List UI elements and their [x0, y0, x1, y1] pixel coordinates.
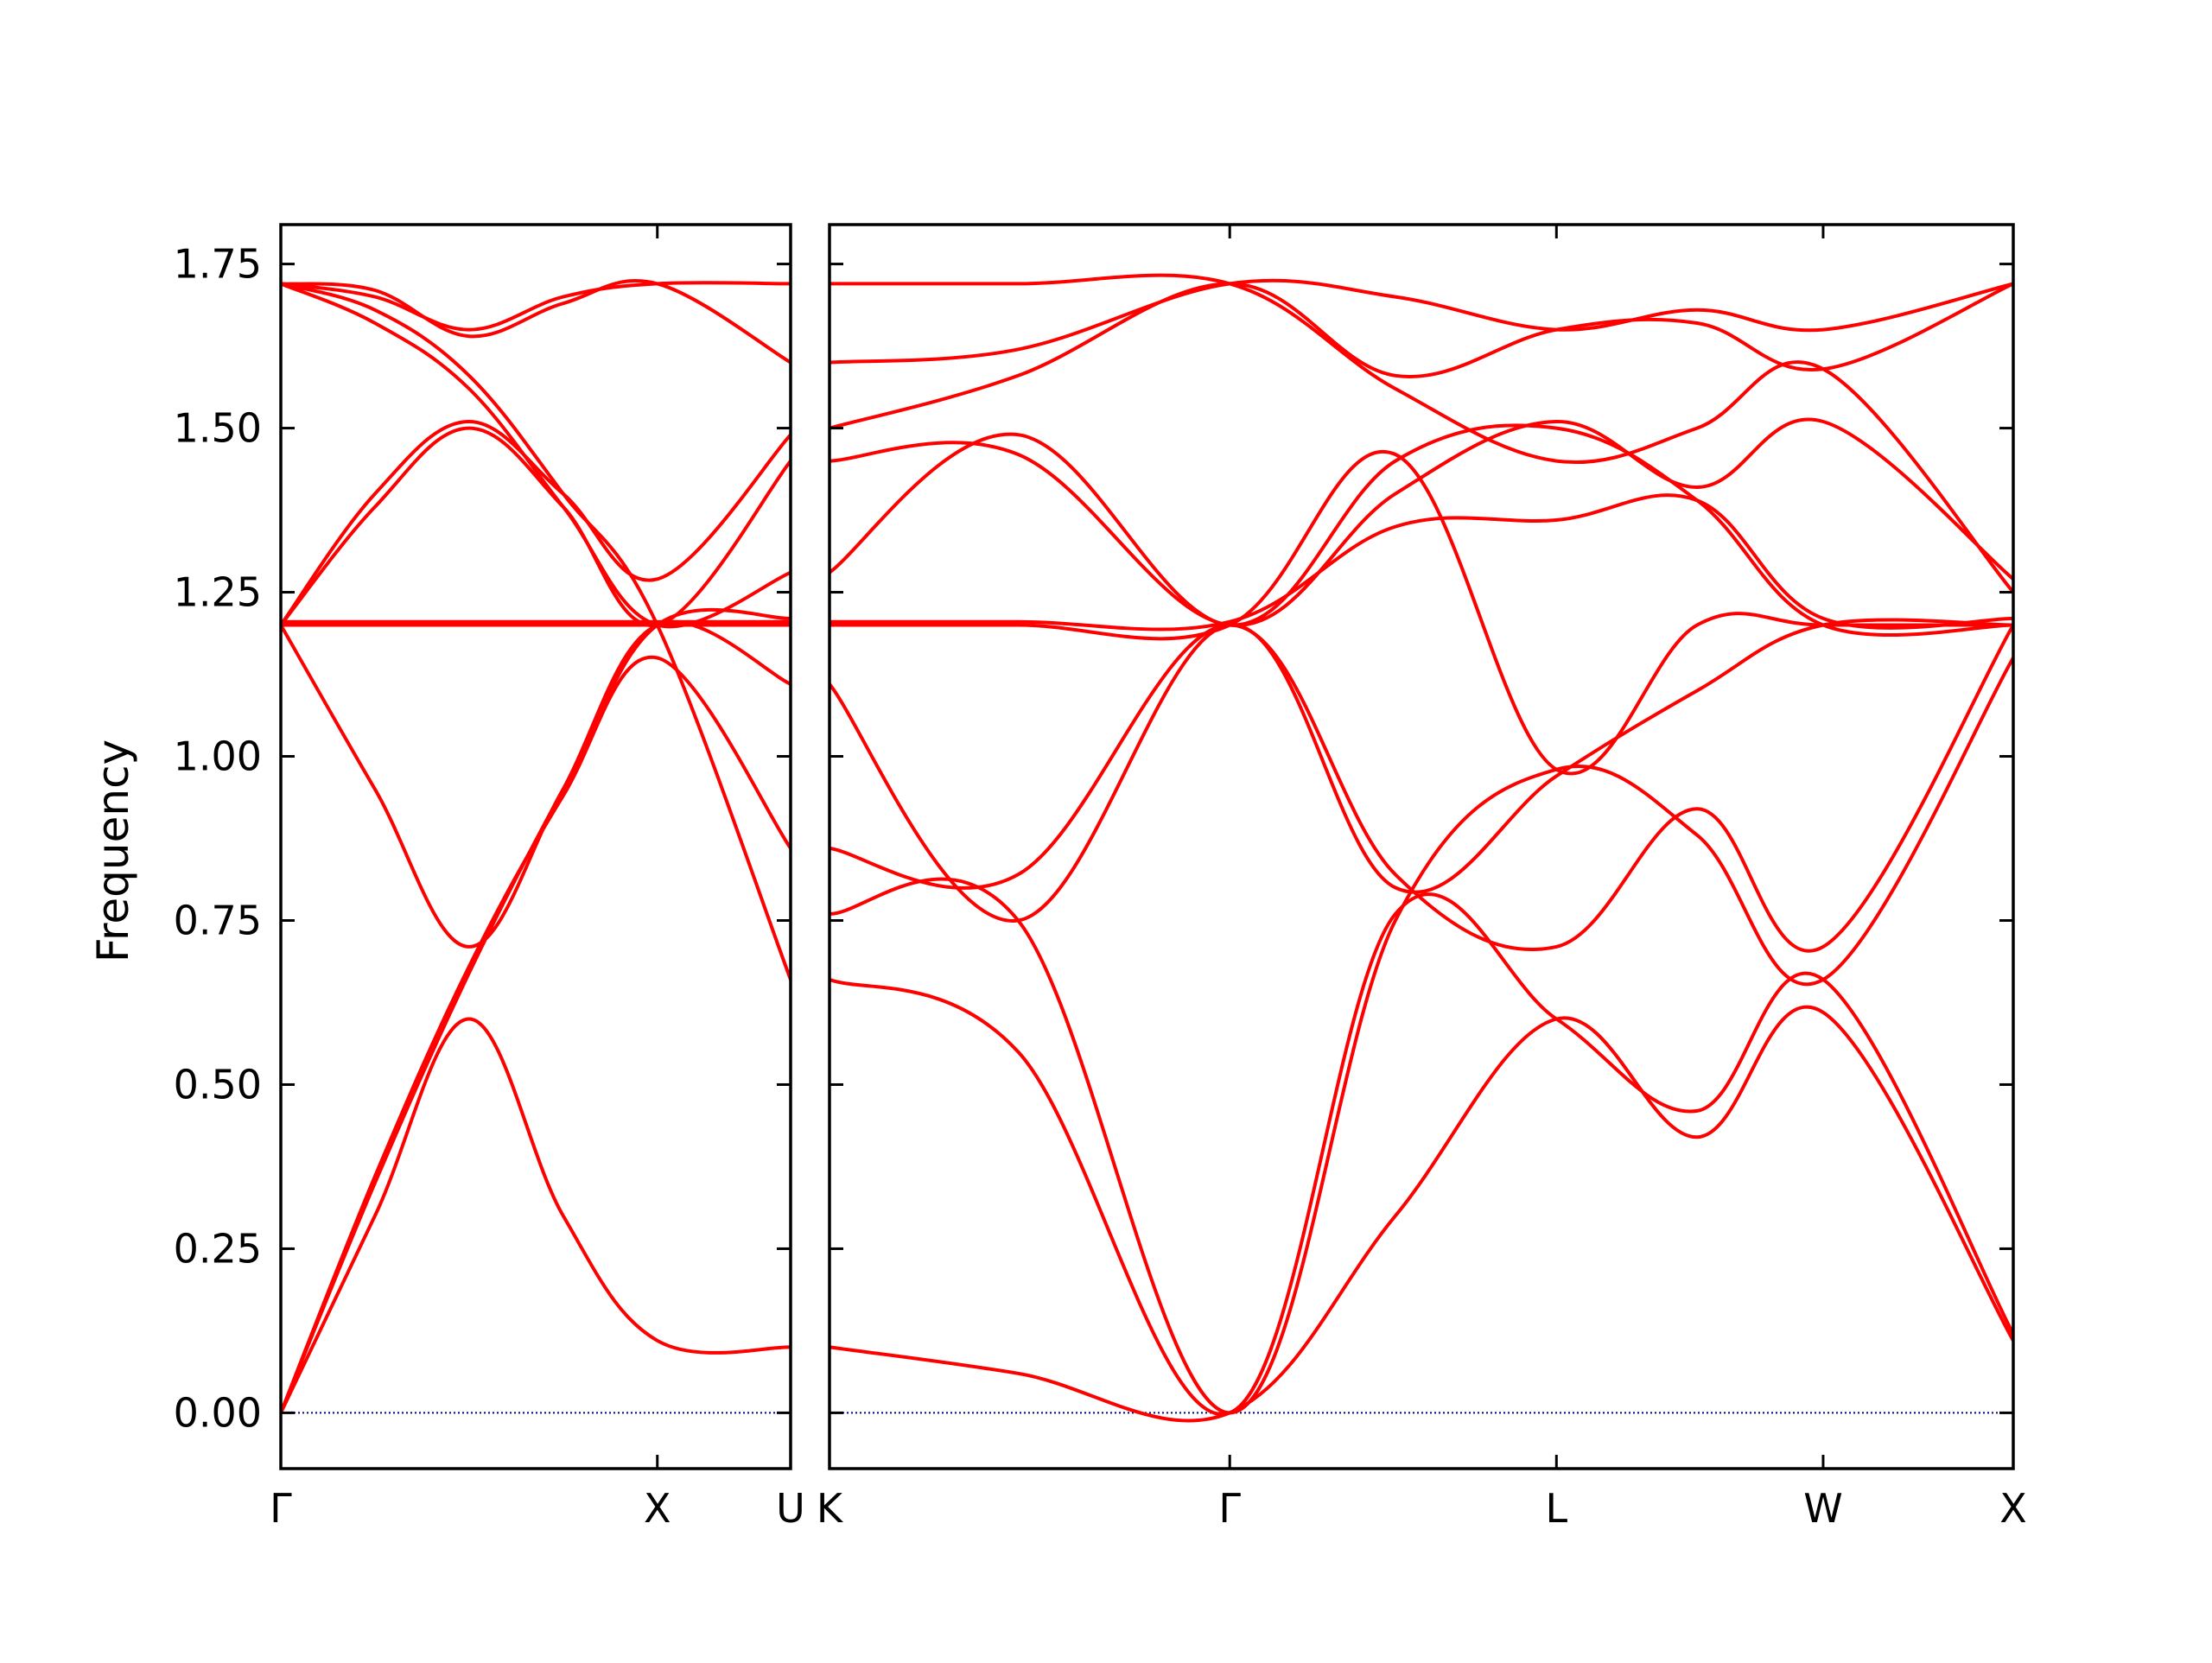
y-tick-label: 1.50 — [174, 405, 262, 452]
bands-group — [281, 279, 791, 1415]
band-line-6 — [830, 450, 2013, 776]
band-line-12 — [281, 279, 791, 365]
y-tick-label: 0.50 — [174, 1061, 262, 1108]
y-tick-label: 0.00 — [174, 1389, 262, 1436]
x-tick-label: Γ — [270, 1485, 292, 1532]
y-tick-label: 0.25 — [174, 1225, 262, 1272]
band-line-8 — [830, 417, 2013, 627]
band-line-8 — [281, 426, 791, 627]
y-tick-label: 1.25 — [174, 569, 262, 616]
band-line-1 — [281, 1017, 791, 1415]
x-tick-label: K — [817, 1485, 844, 1532]
band-line-9 — [281, 282, 791, 981]
panel-frame — [279, 223, 792, 1470]
x-tick-label-end: U — [776, 1485, 805, 1532]
band-line-1 — [830, 1005, 2013, 1423]
x-tick-label: Γ — [1218, 1485, 1241, 1532]
y-tick-label: 0.75 — [174, 897, 262, 943]
band-line-10 — [281, 281, 791, 332]
x-tick-label: X — [1999, 1485, 2027, 1532]
panel-1: 0.00 0.25 0.50 0.75 1.00 1.25 1.50 1.75 Γ X U — [174, 223, 805, 1532]
band-line-12 — [830, 423, 2013, 638]
band-line-4 — [830, 623, 2013, 953]
panel-frame — [828, 223, 2015, 1470]
band-line-5 — [830, 618, 2013, 923]
x-tick-label: X — [644, 1485, 671, 1532]
band-line-3 — [830, 656, 2013, 1415]
band-line-10 — [830, 278, 2013, 365]
panels-layer: 0.00 0.25 0.50 0.75 1.00 1.25 1.50 1.75 Γ X U K Γ L W X — [174, 223, 2027, 1532]
y-tick-label: 1.75 — [174, 241, 262, 288]
band-line-11 — [830, 273, 2013, 594]
band-line-7 — [830, 493, 2013, 632]
x-tick-label: W — [1803, 1485, 1842, 1532]
band-line-2 — [830, 892, 2013, 1417]
y-axis-label: Frequency — [88, 739, 138, 962]
band-line-11 — [281, 282, 791, 629]
bands-group — [830, 273, 2013, 1423]
band-line-9 — [830, 282, 2013, 430]
x-tick-label: L — [1545, 1485, 1567, 1532]
y-tick-label: 1.00 — [174, 733, 262, 780]
